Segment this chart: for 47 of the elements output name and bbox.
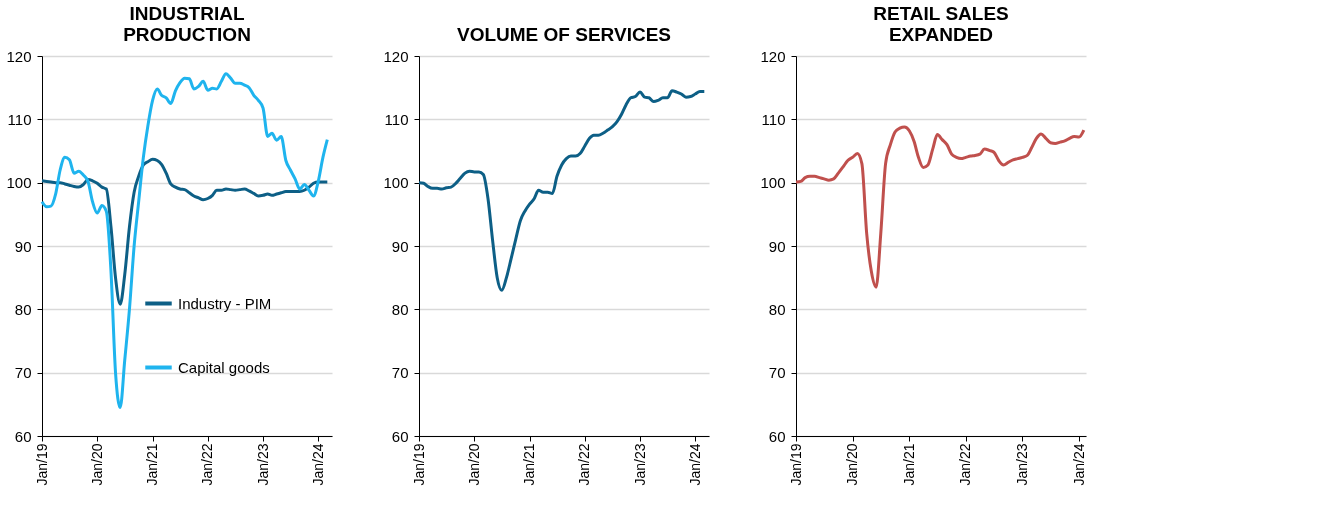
y-tick-label: 70 (768, 364, 786, 382)
x-tick-label: Jan/19 (410, 443, 427, 486)
y-tick-label: 100 (6, 174, 32, 192)
x-tick-label: Jan/22 (957, 443, 974, 486)
x-tick-label: Jan/23 (254, 443, 271, 486)
x-tick-label: Jan/22 (576, 443, 593, 486)
x-tick-label: Jan/20 (465, 443, 482, 486)
chart-title: VOLUME OF SERVICES (457, 24, 671, 45)
x-tick-label: Jan/22 (199, 443, 216, 486)
x-tick-label: Jan/19 (33, 443, 50, 486)
x-tick-label: Jan/21 (900, 443, 917, 486)
x-tick-label: Jan/23 (1013, 443, 1030, 486)
y-tick-label: 60 (14, 427, 32, 445)
x-tick-label: Jan/20 (844, 443, 861, 486)
y-tick-label: 80 (768, 300, 786, 318)
chart-title: RETAIL SALES EXPANDED (873, 3, 1009, 45)
y-tick-label: 100 (760, 174, 786, 192)
x-tick-label: Jan/24 (1070, 443, 1087, 486)
y-tick-label: 110 (7, 110, 32, 128)
line-series (794, 125, 1086, 289)
legend-label: Industry - PIM (178, 294, 272, 312)
x-tick-label: Jan/24 (686, 443, 703, 486)
y-tick-label: 120 (6, 47, 32, 65)
line-series (417, 89, 706, 292)
y-tick-label: 70 (391, 364, 409, 382)
line-series (40, 72, 329, 409)
legend-label: Capital goods (178, 358, 270, 376)
y-tick-label: 90 (768, 237, 786, 255)
y-tick-label: 70 (14, 364, 32, 382)
y-tick-label: 90 (391, 237, 409, 255)
y-tick-label: 80 (391, 300, 409, 318)
chart-title: INDUSTRIAL PRODUCTION (123, 3, 251, 45)
y-tick-label: 110 (384, 110, 409, 128)
x-tick-label: Jan/21 (521, 443, 538, 486)
x-tick-label: Jan/23 (631, 443, 648, 486)
y-tick-label: 80 (14, 300, 32, 318)
x-tick-label: Jan/20 (88, 443, 105, 486)
y-tick-label: 90 (14, 237, 32, 255)
x-tick-label: Jan/24 (309, 443, 326, 486)
y-tick-label: 110 (761, 110, 786, 128)
y-tick-label: 60 (768, 427, 786, 445)
y-tick-label: 100 (383, 174, 409, 192)
y-tick-label: 120 (760, 47, 786, 65)
x-tick-label: Jan/19 (787, 443, 804, 486)
x-tick-label: Jan/21 (144, 443, 161, 486)
y-tick-label: 120 (383, 47, 409, 65)
y-tick-label: 60 (391, 427, 409, 445)
